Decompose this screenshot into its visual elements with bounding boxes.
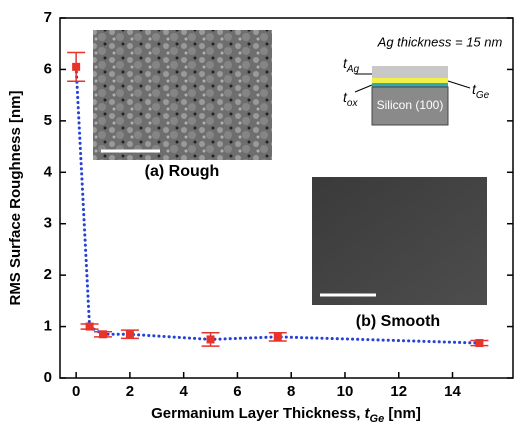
x-tick-label: 8: [287, 383, 295, 400]
marker: [126, 330, 134, 338]
marker: [72, 63, 80, 71]
x-tick-label: 4: [179, 383, 188, 400]
x-tick-label: 10: [337, 383, 354, 400]
x-tick-label: 6: [233, 383, 241, 400]
layer-ag: [372, 66, 448, 78]
arrow: [448, 81, 470, 88]
t-ge-label: tGe: [472, 81, 490, 101]
sem-image-rough: [93, 30, 272, 160]
y-tick-label: 1: [44, 318, 52, 335]
t-ag-label: tAg: [343, 55, 360, 75]
y-tick-label: 0: [44, 369, 52, 386]
inset-label: (b) Smooth: [356, 313, 440, 330]
marker: [207, 335, 215, 343]
marker: [86, 323, 94, 331]
arrow: [355, 85, 372, 92]
chart: (a) Rough (b) Smooth Ag thickness = 15 n…: [0, 0, 525, 433]
y-tick-label: 2: [44, 266, 52, 283]
substrate-label: Silicon (100): [377, 98, 444, 112]
y-tick-label: 5: [44, 112, 52, 129]
y-tick-label: 6: [44, 60, 52, 77]
y-tick-label: 7: [44, 9, 52, 26]
x-tick-label: 12: [390, 383, 407, 400]
x-tick-label: 2: [126, 383, 134, 400]
x-tick-label: 0: [72, 383, 80, 400]
x-tick-label: 14: [444, 383, 461, 400]
layer-ge: [372, 78, 448, 83]
x-axis-label: Germanium Layer Thickness, tGe [nm]: [151, 405, 421, 425]
layer-ox: [372, 83, 448, 87]
inset-label: (a) Rough: [145, 163, 220, 180]
marker: [274, 333, 282, 341]
diagram-title: Ag thickness = 15 nm: [377, 34, 503, 49]
sem-image-smooth: [312, 177, 487, 305]
y-tick-label: 4: [44, 163, 53, 180]
marker: [99, 330, 107, 338]
y-tick-label: 3: [44, 215, 52, 232]
y-axis-label: RMS Surface Roughness [nm]: [7, 90, 24, 305]
marker: [475, 339, 483, 347]
